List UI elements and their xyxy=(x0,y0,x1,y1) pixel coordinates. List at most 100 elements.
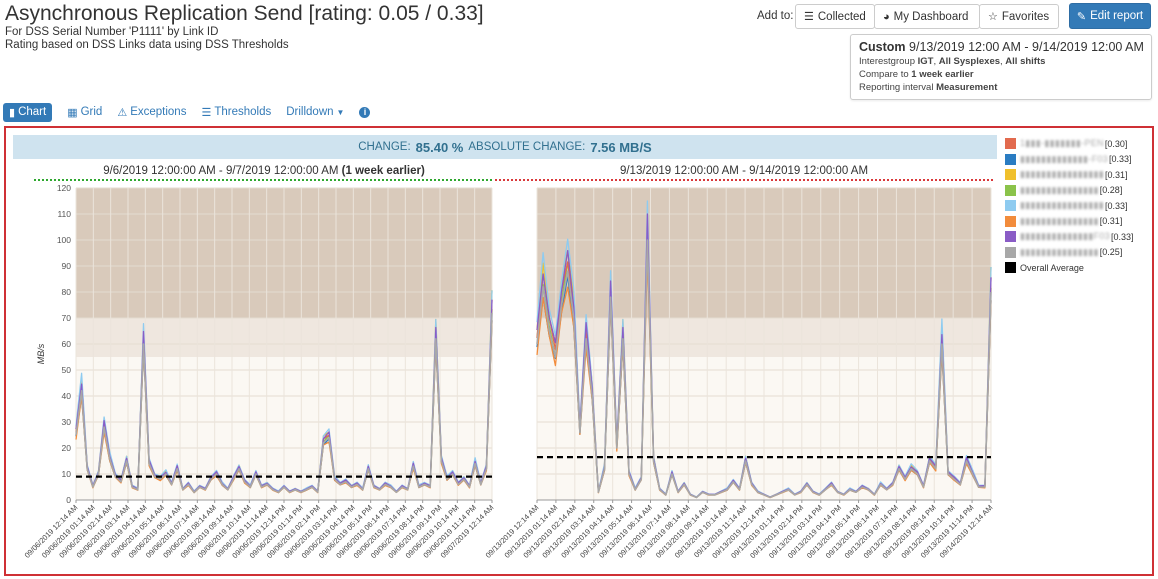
tab-exceptions[interactable]: ⚠ Exceptions xyxy=(117,106,186,119)
info-ig-sysplexes: All Sysplexes xyxy=(938,56,1001,67)
legend-item[interactable]: ▮▮▮▮▮▮▮▮▮▮▮▮▮▮▮ [0.31] xyxy=(1005,214,1153,230)
legend-swatch xyxy=(1005,169,1016,181)
y-tick-label: 60 xyxy=(62,339,72,349)
legend-item[interactable]: ▮▮▮▮▮▮▮▮▮▮▮▮▮▮F03 [0.33] xyxy=(1005,229,1153,245)
tab-grid[interactable]: ▦ Grid xyxy=(67,106,102,119)
dashboard-icon: ◕ xyxy=(883,10,890,23)
y-tick-label: 40 xyxy=(62,391,72,401)
info-compare-line: Compare to 1 week earlier xyxy=(859,69,1143,80)
legend-item[interactable]: ▮▮▮▮▮▮▮▮▮▮▮▮▮▮▮▮ [0.33] xyxy=(1005,198,1153,214)
tab-grid-label: Grid xyxy=(80,106,103,118)
add-to-label: Add to: xyxy=(757,10,794,22)
info-compare-label: Compare to xyxy=(859,69,909,80)
y-tick-label: 80 xyxy=(62,287,72,297)
legend-swatch xyxy=(1005,262,1016,274)
bar-chart-icon: ▮ xyxy=(9,106,16,119)
legend-label: ▮▮▮▮▮▮▮▮▮▮▮▮▮-F03 xyxy=(1020,153,1108,164)
y-axis-label: MB/s xyxy=(36,343,46,364)
report-subtitle-serial: For DSS Serial Number 'P1111' by Link ID xyxy=(5,26,219,38)
info-interval-line: Reporting interval Measurement xyxy=(859,82,1143,93)
tab-thresholds-label: Thresholds xyxy=(214,106,272,118)
info-interval-value: Measurement xyxy=(936,82,998,93)
list-icon: ☰ xyxy=(804,11,814,23)
legend-rating: [0.33] xyxy=(1105,200,1128,211)
legend-label: ▮▮▮▮▮▮▮▮▮▮▮▮▮▮▮▮ xyxy=(1020,169,1105,180)
info-mode: Custom xyxy=(859,40,906,54)
info-interval-label: Reporting interval xyxy=(859,82,934,93)
tab-exceptions-label: Exceptions xyxy=(130,106,187,118)
chart-title: 9/13/2019 12:00:00 AM - 9/14/2019 12:00:… xyxy=(620,165,868,177)
caret-down-icon: ▼ xyxy=(336,107,345,117)
change-banner: CHANGE: 85.40 % ABSOLUTE CHANGE: 7.56 MB… xyxy=(13,135,997,159)
info-range: 9/13/2019 12:00 AM - 9/14/2019 12:00 AM xyxy=(909,40,1144,54)
legend-rating: [0.33] xyxy=(1109,154,1132,165)
legend-label: ▮▮▮▮▮▮▮▮▮▮▮▮▮▮▮▮ xyxy=(1020,200,1105,211)
y-tick-label: 0 xyxy=(66,495,71,505)
tab-chart[interactable]: ▮ Chart xyxy=(3,102,53,122)
report-subtitle-rating: Rating based on DSS Links data using DSS… xyxy=(5,39,289,51)
y-tick-label: 50 xyxy=(62,365,72,375)
y-tick-label: 90 xyxy=(62,261,72,271)
favorites-label: Favorites xyxy=(1001,10,1050,23)
legend-item[interactable]: Overall Average xyxy=(1005,260,1153,276)
legend-label: ▮▮▮▮▮▮▮▮▮▮▮▮▮▮▮ xyxy=(1020,184,1099,195)
chart-legend: 1▮▮▮-▮▮▮▮▮▮▮-PEN [0.30] ▮▮▮▮▮▮▮▮▮▮▮▮▮-F03[… xyxy=(1005,136,1153,276)
chart-title: 9/6/2019 12:00:00 AM - 9/7/2019 12:00:00… xyxy=(103,165,425,177)
legend-label: ▮▮▮▮▮▮▮▮▮▮▮▮▮▮▮ xyxy=(1020,246,1099,257)
grid-icon: ▦ xyxy=(67,106,78,119)
legend-label: ▮▮▮▮▮▮▮▮▮▮▮▮▮▮F03 xyxy=(1020,231,1110,242)
legend-item[interactable]: ▮▮▮▮▮▮▮▮▮▮▮▮▮▮▮▮ [0.31] xyxy=(1005,167,1153,183)
y-tick-label: 10 xyxy=(62,469,72,479)
legend-swatch xyxy=(1005,215,1016,227)
legend-item[interactable]: ▮▮▮▮▮▮▮▮▮▮▮▮▮-F03 [0.33] xyxy=(1005,152,1153,168)
collected-label: Collected xyxy=(817,10,866,23)
collected-button[interactable]: ☰ Collected xyxy=(795,4,875,29)
y-tick-label: 120 xyxy=(57,183,71,193)
edit-report-button[interactable]: ✎ Edit report xyxy=(1069,3,1151,29)
report-info-box: Custom 9/13/2019 12:00 AM - 9/14/2019 12… xyxy=(850,34,1152,100)
y-tick-label: 110 xyxy=(57,209,71,219)
legend-swatch xyxy=(1005,153,1016,165)
info-button[interactable]: i xyxy=(359,106,371,118)
legend-swatch xyxy=(1005,184,1016,196)
info-ig-shifts: All shifts xyxy=(1005,56,1046,67)
info-ig-value: IGT xyxy=(917,56,934,67)
absolute-change-label: ABSOLUTE CHANGE: xyxy=(468,141,586,153)
y-tick-label: 20 xyxy=(62,443,72,453)
my-dashboard-button[interactable]: ◕ My Dashboard xyxy=(874,4,980,29)
legend-item[interactable]: 1▮▮▮-▮▮▮▮▮▮▮-PEN [0.30] xyxy=(1005,136,1153,152)
legend-item[interactable]: ▮▮▮▮▮▮▮▮▮▮▮▮▮▮▮ [0.28] xyxy=(1005,183,1153,199)
legend-rating: [0.33] xyxy=(1110,231,1134,242)
report-title: Asynchronous Replication Send [rating: 0… xyxy=(5,2,484,25)
change-value: 85.40 % xyxy=(415,139,464,155)
legend-swatch xyxy=(1005,246,1016,258)
my-dashboard-label: My Dashboard xyxy=(893,10,969,23)
legend-swatch xyxy=(1005,231,1016,243)
favorites-button[interactable]: ☆ Favorites xyxy=(979,4,1059,29)
series-line xyxy=(75,312,493,493)
y-tick-label: 30 xyxy=(62,417,72,427)
star-icon: ☆ xyxy=(988,11,998,23)
list-icon: ☰ xyxy=(201,106,212,119)
legend-rating: [0.31] xyxy=(1099,216,1123,227)
info-compare-value: 1 week earlier xyxy=(911,69,974,80)
legend-rating: [0.31] xyxy=(1105,169,1128,180)
legend-label: Overall Average xyxy=(1020,262,1084,273)
charts-area: 9/6/2019 12:00:00 AM - 9/7/2019 12:00:00… xyxy=(23,165,995,560)
legend-label: ▮▮▮▮▮▮▮▮▮▮▮▮▮▮▮ xyxy=(1020,215,1099,226)
series-line xyxy=(536,239,992,499)
info-range-line: Custom 9/13/2019 12:00 AM - 9/14/2019 12… xyxy=(859,40,1144,54)
absolute-change-value: 7.56 MB/S xyxy=(590,139,652,155)
view-tabs: ▮ Chart ▦ Grid ⚠ Exceptions ☰ Thresholds… xyxy=(3,102,385,122)
legend-item[interactable]: ▮▮▮▮▮▮▮▮▮▮▮▮▮▮▮ [0.25] xyxy=(1005,245,1153,261)
legend-rating: [0.30] xyxy=(1104,138,1128,149)
drilldown-label: Drilldown xyxy=(286,106,334,118)
chart-panel: CHANGE: 85.40 % ABSOLUTE CHANGE: 7.56 MB… xyxy=(4,126,1154,576)
info-icon: i xyxy=(359,106,371,118)
tab-thresholds[interactable]: ☰ Thresholds xyxy=(201,106,271,119)
legend-rating: [0.25] xyxy=(1099,247,1123,258)
legend-rating: [0.28] xyxy=(1099,185,1123,196)
warning-icon: ⚠ xyxy=(117,106,128,119)
drilldown-dropdown[interactable]: Drilldown ▼ xyxy=(286,106,344,118)
info-interestgroup-line: Interestgroup IGT, All Sysplexes, All sh… xyxy=(859,56,1046,67)
